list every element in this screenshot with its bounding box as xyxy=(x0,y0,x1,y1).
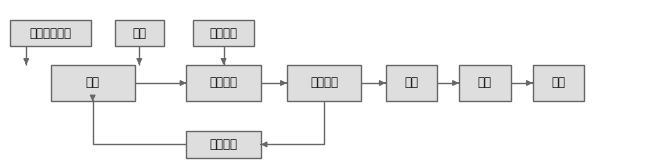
Bar xyxy=(459,65,511,101)
Bar xyxy=(187,65,260,101)
Text: 对叔丁基苯酚: 对叔丁基苯酚 xyxy=(30,27,71,40)
Bar xyxy=(187,131,260,158)
Text: 熔融体系: 熔融体系 xyxy=(209,77,238,89)
Bar xyxy=(386,65,437,101)
Text: 溶剂回收: 溶剂回收 xyxy=(209,138,238,151)
Text: 加热: 加热 xyxy=(86,77,100,89)
Text: 干燥: 干燥 xyxy=(404,77,419,89)
Text: 溶剂: 溶剂 xyxy=(132,27,146,40)
Bar xyxy=(115,20,163,46)
Bar xyxy=(51,65,135,101)
Text: 减压蒸馏: 减压蒸馏 xyxy=(310,77,338,89)
Bar xyxy=(10,20,91,46)
Bar xyxy=(533,65,584,101)
Bar xyxy=(286,65,362,101)
Text: 一氯化硫: 一氯化硫 xyxy=(209,27,238,40)
Text: 产品: 产品 xyxy=(551,77,566,89)
Text: 造粒: 造粒 xyxy=(478,77,492,89)
Bar xyxy=(193,20,254,46)
